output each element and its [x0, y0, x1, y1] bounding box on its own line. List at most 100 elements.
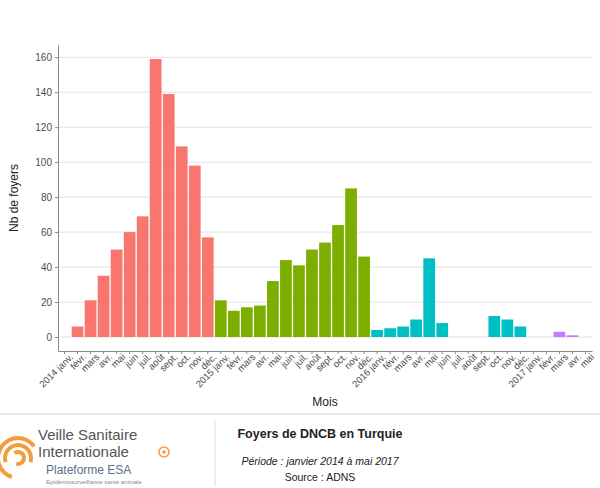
- y-tick-mark: [55, 127, 58, 128]
- bar: [267, 281, 279, 337]
- y-tick: 140: [35, 87, 58, 98]
- x-tick-label: 2015 janv.: [193, 351, 231, 389]
- y-tick-label: 140: [35, 87, 52, 98]
- logo-text: Veille Sanitaire: [38, 426, 137, 443]
- grid-line: [58, 127, 592, 128]
- y-tick: 120: [35, 122, 58, 133]
- x-tick-label: 2017 janv.: [506, 351, 544, 389]
- bar: [488, 316, 500, 337]
- bar: [567, 335, 579, 337]
- x-axis: 2014 janv.févr.marsavr.maijuinjuil.aoûts…: [37, 351, 596, 390]
- logo-eye-pupil: [162, 450, 166, 454]
- y-tick: 20: [41, 297, 58, 308]
- subtitle: Période : janvier 2014 à mai 2017: [241, 455, 399, 467]
- bar: [449, 337, 461, 338]
- bar: [384, 328, 396, 337]
- y-tick: 80: [41, 192, 58, 203]
- y-tick: 100: [35, 157, 58, 168]
- y-tick-mark: [55, 92, 58, 93]
- logo-text: Plateforme ESA: [46, 463, 131, 477]
- grid-line: [58, 92, 592, 93]
- y-tick-mark: [55, 162, 58, 163]
- logo-text: Epidémiosurveillance santé animale: [46, 479, 142, 485]
- grid-line: [58, 197, 592, 198]
- bar: [319, 243, 331, 337]
- bar: [176, 146, 188, 337]
- bar: [293, 265, 305, 337]
- x-tick-label: 2014 janv.: [37, 351, 75, 389]
- bar: [111, 250, 123, 337]
- y-tick-label: 80: [41, 192, 53, 203]
- grid-line: [58, 162, 592, 163]
- bar: [436, 323, 448, 337]
- bar: [241, 307, 253, 337]
- bar: [501, 320, 513, 337]
- y-tick-mark: [55, 232, 58, 233]
- footer: Veille SanitaireInternationalePlateforme…: [0, 414, 600, 486]
- bar: [72, 327, 84, 337]
- title: Foyers de DNCB en Turquie: [237, 427, 402, 441]
- y-tick: 60: [41, 227, 58, 238]
- logo-eye: [159, 447, 169, 457]
- y-tick-mark: [55, 197, 58, 198]
- x-tick: 2017 janv.: [506, 351, 544, 389]
- x-tick: 2015 janv.: [193, 351, 231, 389]
- bar: [306, 250, 318, 337]
- y-axis-line: [58, 46, 59, 352]
- bar: [332, 225, 344, 337]
- bar: [462, 337, 474, 338]
- x-tick-label: 2016 janv.: [350, 351, 388, 389]
- grid: [58, 57, 592, 337]
- y-tick: 0: [46, 332, 58, 343]
- y-tick-mark: [55, 57, 58, 58]
- bar: [124, 232, 136, 337]
- y-tick-label: 20: [41, 297, 53, 308]
- y-tick-mark: [55, 302, 58, 303]
- bar: [397, 327, 409, 337]
- bar: [423, 258, 435, 337]
- y-tick: 40: [41, 262, 58, 273]
- bar: [554, 332, 566, 337]
- bar: [59, 337, 71, 338]
- y-tick-label: 40: [41, 262, 53, 273]
- bar: [189, 166, 201, 337]
- bar: [254, 306, 266, 337]
- bar: [98, 276, 110, 337]
- logo-arc: [0, 436, 36, 479]
- y-tick: 160: [35, 52, 58, 63]
- y-tick-label: 0: [46, 332, 52, 343]
- bar: [515, 327, 527, 337]
- bar: [371, 330, 383, 337]
- footer-divider: [215, 420, 216, 486]
- x-axis-title: Mois: [312, 395, 337, 409]
- bar: [528, 337, 540, 338]
- x-tick: 2014 janv.: [37, 351, 75, 389]
- bar: [280, 260, 292, 337]
- chart: 0 20 40 60 80 100 120 140 160 2014 janv.févr.mars…: [0, 0, 600, 488]
- bar: [150, 59, 162, 337]
- y-axis-title: Nb de foyers: [7, 164, 21, 232]
- bar: [228, 311, 240, 337]
- bar: [541, 337, 553, 338]
- y-tick-label: 100: [35, 157, 52, 168]
- bar: [345, 188, 357, 337]
- bar: [202, 237, 214, 337]
- bar: [580, 337, 592, 338]
- x-tick: mai: [578, 351, 597, 370]
- y-tick-mark: [55, 337, 58, 338]
- bar: [163, 94, 175, 337]
- bar: [137, 216, 149, 337]
- bar: [475, 337, 487, 338]
- y-axis: 0 20 40 60 80 100 120 140 160: [35, 46, 58, 352]
- bar: [215, 300, 227, 337]
- y-tick-label: 160: [35, 52, 52, 63]
- bar: [410, 320, 422, 337]
- grid-line: [58, 57, 592, 58]
- x-tick: 2016 janv.: [350, 351, 388, 389]
- bar: [358, 257, 370, 337]
- x-tick-label: mai: [578, 351, 597, 370]
- logo: [0, 436, 169, 479]
- y-tick-mark: [55, 267, 58, 268]
- bars: [72, 59, 579, 337]
- bar: [85, 300, 97, 337]
